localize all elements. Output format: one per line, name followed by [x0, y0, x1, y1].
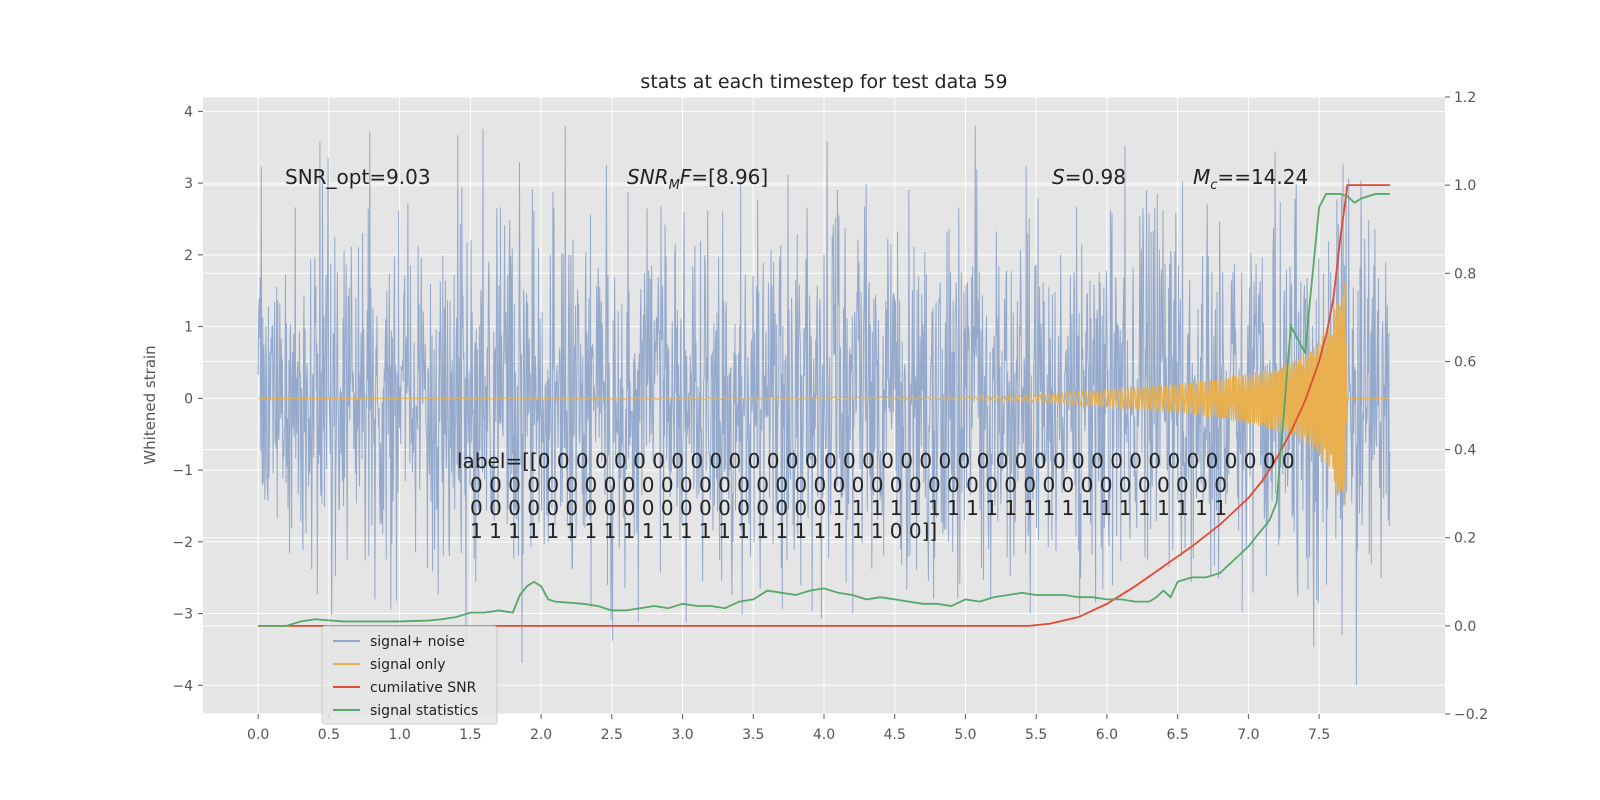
label-text-line-4: 1 1 1 1 1 1 1 1 1 1 1 1 1 1 1 1 1 1 1 1 … [470, 519, 937, 543]
legend-label-signal-noise: signal+ noise [370, 634, 465, 650]
x-axis-ticks: 0.0 0.5 1.0 1.5 2.0 2.5 3.0 3.5 4.0 4.5 5.0 5.5 6.0 6… [247, 714, 1330, 743]
signal-only-line [258, 283, 1390, 507]
y-right-tick-label-5: 0.2 [1454, 531, 1476, 547]
annotation-snr-mf-value: [8.96] [708, 165, 768, 189]
x-tick-label-3: 1.5 [459, 727, 481, 743]
y-right-tick-label-3: 0.6 [1454, 354, 1476, 370]
annotation-s-value: =0.98 [1065, 165, 1126, 189]
y-tick-label-0: 4 [184, 104, 193, 120]
y-tick-label-6: −2 [172, 535, 193, 551]
annotation-snr-opt: SNR_opt=9.03 [285, 165, 431, 189]
signal-noise-line [257, 125, 1391, 686]
x-tick-label-7: 3.5 [742, 727, 764, 743]
annotation-mc: Mc==14.24 [1193, 165, 1308, 193]
series-signal-only [258, 283, 1390, 507]
annotation-s: S=0.98 [1052, 165, 1126, 189]
y-right-tick-label-0: 1.2 [1454, 90, 1476, 106]
x-tick-label-15: 7.5 [1308, 727, 1330, 743]
y-axis-ticks: 4 3 2 1 0 −1 −2 −3 −4 [172, 104, 203, 694]
y-right-tick-label-4: 0.4 [1454, 443, 1476, 459]
x-tick-label-2: 1.0 [388, 727, 410, 743]
x-tick-label-1: 0.5 [318, 727, 340, 743]
y-tick-label-7: −3 [172, 607, 193, 623]
legend-label-signal-only: signal only [370, 657, 445, 673]
x-tick-label-4: 2.0 [530, 727, 552, 743]
x-tick-label-5: 2.5 [601, 727, 623, 743]
annotation-mc-value: =14.24 [1234, 165, 1308, 189]
series-signal-noise [257, 125, 1391, 686]
chart-title: stats at each timestep for test data 59 [640, 71, 1007, 93]
y-right-tick-label-6: 0.0 [1454, 619, 1476, 635]
legend-label-signal-statistics: signal statistics [370, 703, 478, 719]
x-tick-label-12: 6.0 [1096, 727, 1118, 743]
x-tick-label-11: 5.5 [1025, 727, 1047, 743]
x-tick-label-6: 3.0 [671, 727, 693, 743]
legend-label-cumulative-snr: cumilative SNR [370, 680, 477, 696]
legend: signal+ noise signal only cumilative SNR… [321, 625, 498, 725]
x-tick-label-10: 5.0 [954, 727, 976, 743]
x-tick-label-14: 7.0 [1237, 727, 1259, 743]
series-overlays [258, 184, 1390, 627]
y-tick-label-8: −4 [172, 678, 193, 694]
label-text-line-3: 0 0 0 0 0 0 0 0 0 0 0 0 0 0 0 0 0 0 0 1 … [470, 496, 1227, 520]
y-tick-label-2: 2 [184, 248, 193, 264]
label-text-line-2: 0 0 0 0 0 0 0 0 0 0 0 0 0 0 0 0 0 0 0 0 … [470, 473, 1227, 497]
x-tick-label-13: 6.5 [1167, 727, 1189, 743]
y-tick-label-4: 0 [184, 391, 193, 407]
y-tick-label-3: 1 [184, 320, 193, 336]
x-tick-label-0: 0.0 [247, 727, 269, 743]
x-tick-label-8: 4.0 [813, 727, 835, 743]
y-tick-label-5: −1 [172, 463, 193, 479]
y-right-tick-label-2: 0.8 [1454, 266, 1476, 282]
signal-statistics-line [258, 193, 1390, 627]
y-axis-right-ticks: 1.2 1.0 0.8 0.6 0.4 0.2 0.0 −0.2 [1445, 90, 1488, 723]
cumulative-snr-line [258, 184, 1390, 627]
annotation-snr-mf: SNRMF=[8.96] [627, 165, 768, 193]
x-tick-label-9: 4.5 [884, 727, 906, 743]
y-right-tick-label-1: 1.0 [1454, 178, 1476, 194]
y-right-tick-label-7: −0.2 [1454, 707, 1488, 723]
legend-box [321, 625, 498, 725]
y-tick-label-1: 3 [184, 176, 193, 192]
label-text-line-1: label=[[0 0 0 0 0 0 0 0 0 0 0 0 0 0 0 0 … [457, 449, 1295, 473]
y-axis-label: Whitened strain [141, 345, 159, 464]
